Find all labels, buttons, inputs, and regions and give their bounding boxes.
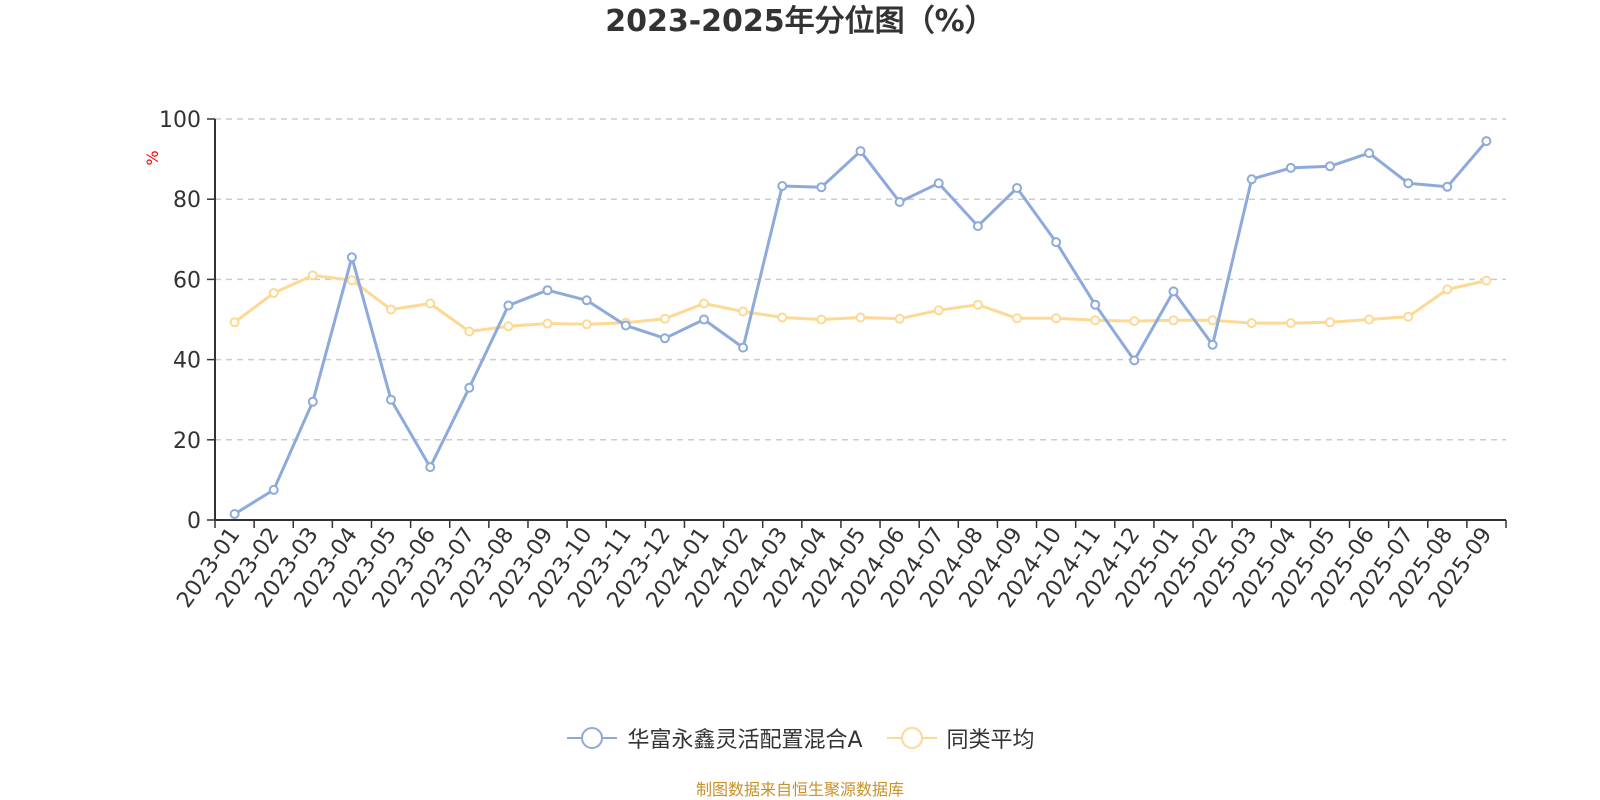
data-point-1 [307, 270, 318, 281]
data-point-1 [777, 312, 788, 323]
data-point-0 [346, 252, 357, 263]
data-point-0 [620, 320, 631, 331]
y-tick-label: 100 [159, 108, 201, 133]
data-point-1 [1325, 317, 1335, 328]
data-point-0 [542, 285, 553, 296]
data-point-0 [933, 178, 944, 189]
data-point-0 [1168, 286, 1179, 297]
y-tick-label: 40 [173, 349, 201, 374]
series-line-1 [233, 273, 1487, 333]
data-point-1 [1129, 316, 1140, 327]
data-point-0 [1285, 162, 1296, 173]
data-point-0 [503, 300, 514, 311]
data-point-0 [659, 333, 670, 344]
data-point-1 [346, 275, 357, 286]
data-point-0 [1012, 183, 1022, 193]
data-point-1 [933, 305, 944, 316]
data-point-1 [855, 312, 866, 323]
data-point-1 [1246, 318, 1257, 329]
data-point-1 [816, 314, 827, 325]
data-point-1 [1403, 311, 1414, 322]
data-point-1 [542, 318, 553, 329]
data-point-0 [1090, 299, 1101, 310]
data-point-0 [699, 314, 709, 325]
legend-label-fund: 华富永鑫灵活配置混合A [627, 728, 863, 753]
data-point-0 [386, 394, 396, 405]
legend-marker-fund-icon [567, 727, 618, 749]
data-point-0 [1207, 339, 1218, 350]
y-tick-label: 0 [187, 509, 201, 534]
data-point-1 [659, 313, 670, 324]
data-point-1 [1207, 315, 1218, 326]
data-point-1 [425, 298, 436, 309]
data-point-0 [268, 484, 279, 495]
legend-item-average[interactable]: 同类平均 [885, 722, 1035, 754]
data-point-0 [464, 382, 475, 393]
data-point-1 [1051, 313, 1062, 324]
data-point-1 [464, 326, 475, 337]
data-point-0 [894, 197, 905, 207]
y-axis-label: % [143, 150, 162, 165]
data-point-1 [972, 299, 983, 310]
data-point-0 [816, 182, 827, 193]
data-point-0 [1403, 178, 1414, 189]
data-point-0 [307, 396, 318, 407]
data-point-0 [581, 295, 592, 306]
data-point-0 [777, 181, 788, 191]
legend: 华富永鑫灵活配置混合A 同类平均 [0, 722, 1600, 754]
data-point-1 [1012, 313, 1022, 324]
data-point-1 [268, 288, 279, 298]
data-point-1 [1481, 275, 1492, 286]
legend-label-average: 同类平均 [946, 728, 1035, 753]
data-point-0 [972, 221, 983, 232]
data-point-1 [1364, 314, 1375, 325]
data-point-0 [1246, 174, 1257, 185]
data-point-0 [1051, 237, 1062, 248]
data-point-1 [738, 306, 749, 317]
data-point-0 [1442, 181, 1453, 192]
data-point-0 [855, 146, 866, 157]
data-point-1 [229, 317, 240, 328]
y-tick-label: 20 [173, 429, 201, 454]
data-point-0 [1364, 148, 1375, 159]
data-point-1 [1090, 315, 1101, 326]
data-point-1 [1442, 284, 1453, 295]
data-point-0 [1325, 161, 1335, 172]
series-line-0 [233, 140, 1488, 516]
data-point-1 [699, 298, 709, 309]
data-point-0 [1129, 355, 1140, 366]
data-point-1 [894, 313, 905, 324]
data-point-0 [229, 509, 240, 519]
data-point-0 [738, 342, 749, 353]
y-tick-label: 60 [173, 268, 201, 293]
source-note: 制图数据来自恒生聚源数据库 [695, 780, 904, 799]
data-point-1 [386, 304, 396, 315]
data-point-1 [1168, 315, 1179, 326]
data-point-0 [1481, 136, 1492, 147]
data-point-1 [1285, 318, 1296, 329]
chart-title: 2023-2025年分位图（%） [605, 4, 995, 39]
data-point-1 [503, 321, 514, 332]
legend-item-fund[interactable]: 华富永鑫灵活配置混合A [565, 722, 863, 754]
y-tick-label: 80 [173, 188, 201, 213]
legend-marker-average-icon [886, 727, 937, 749]
data-point-1 [581, 319, 592, 330]
data-point-0 [425, 462, 436, 473]
